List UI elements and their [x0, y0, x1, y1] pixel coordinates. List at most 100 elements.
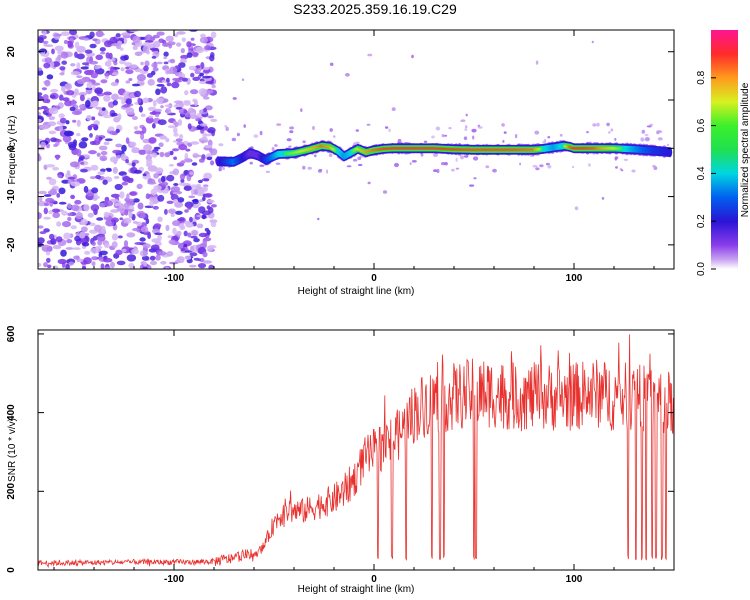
- noise-blob: [124, 209, 129, 216]
- snr-panel: -100 0 100 0 200 400 600 Height of straight li…: [6, 325, 675, 595]
- noise-blob: [157, 119, 167, 126]
- noise-blob: [345, 73, 350, 77]
- noise-blob: [204, 45, 211, 51]
- snr-plot-frame: [37, 329, 675, 571]
- noise-blob: [104, 60, 112, 67]
- noise-blob: [155, 88, 161, 96]
- noise-blob: [185, 148, 191, 152]
- noise-blob: [181, 37, 186, 42]
- spectrogram-x-tick-label: 0: [371, 273, 377, 284]
- snr-y-axis-label: SNR (10 * v/v): [7, 418, 18, 482]
- noise-blob: [184, 201, 194, 209]
- noise-scatter-layer: [38, 30, 672, 269]
- noise-blob: [138, 149, 147, 155]
- noise-blob: [134, 130, 143, 135]
- noise-blob: [571, 165, 575, 169]
- noise-blob: [91, 116, 96, 121]
- noise-blob: [61, 85, 66, 92]
- noise-blob: [173, 183, 179, 186]
- noise-blob: [206, 199, 215, 203]
- noise-blob: [173, 100, 184, 104]
- noise-blob: [72, 119, 77, 123]
- noise-blob: [121, 248, 127, 253]
- noise-blob: [81, 226, 88, 233]
- noise-blob: [477, 126, 483, 129]
- noise-blob: [130, 64, 138, 69]
- noise-blob: [72, 247, 81, 251]
- noise-blob: [86, 115, 92, 121]
- noise-blob: [77, 78, 86, 85]
- noise-blob: [180, 222, 185, 229]
- noise-blob: [574, 206, 579, 211]
- noise-blob: [153, 146, 161, 150]
- noise-blob: [218, 167, 222, 172]
- noise-blob: [166, 77, 170, 83]
- noise-blob: [136, 183, 143, 190]
- noise-blob: [189, 252, 198, 257]
- noise-blob: [172, 148, 179, 152]
- noise-blob: [121, 32, 131, 37]
- noise-blob: [121, 181, 129, 186]
- noise-blob: [610, 128, 614, 132]
- noise-blob: [97, 171, 105, 176]
- noise-blob: [148, 115, 154, 119]
- noise-blob: [178, 76, 184, 81]
- noise-blob: [157, 194, 165, 202]
- noise-blob: [70, 71, 81, 76]
- noise-blob: [158, 251, 167, 256]
- noise-blob: [318, 168, 323, 171]
- noise-blob: [172, 168, 180, 176]
- noise-blob: [120, 153, 127, 161]
- noise-blob: [111, 93, 119, 101]
- noise-blob: [225, 126, 229, 131]
- noise-blob: [190, 72, 195, 78]
- noise-blob: [649, 123, 654, 126]
- noise-blob: [391, 107, 396, 111]
- snr-x-axis-label: Height of straight line (km): [298, 584, 415, 595]
- noise-blob: [104, 72, 110, 77]
- spectrogram-y-tick-label: 20: [6, 46, 17, 58]
- noise-blob: [147, 106, 157, 112]
- noise-blob: [83, 204, 90, 212]
- noise-blob: [501, 123, 505, 127]
- noise-blob: [202, 184, 209, 188]
- noise-blob: [455, 167, 460, 170]
- noise-blob: [67, 216, 72, 222]
- noise-blob: [547, 136, 551, 139]
- noise-blob: [94, 224, 102, 232]
- noise-blob: [104, 138, 113, 142]
- noise-blob: [164, 266, 170, 269]
- snr-y-tick-label: 400: [6, 404, 17, 421]
- noise-blob: [204, 193, 213, 198]
- noise-blob: [147, 79, 155, 86]
- noise-blob: [53, 33, 62, 37]
- noise-blob: [192, 76, 201, 81]
- noise-blob: [43, 194, 52, 197]
- noise-blob: [121, 98, 126, 105]
- noise-blob: [274, 144, 278, 147]
- noise-blob: [121, 104, 131, 108]
- noise-blob: [198, 179, 203, 184]
- noise-blob: [165, 224, 170, 232]
- noise-blob: [473, 177, 477, 180]
- spectrogram-y-axis-label: Frequency (Hz): [7, 116, 18, 185]
- noise-blob: [58, 113, 65, 119]
- noise-blob: [473, 156, 479, 161]
- noise-blob: [67, 176, 76, 180]
- noise-blob: [545, 162, 550, 166]
- noise-blob: [51, 48, 55, 55]
- noise-blob: [464, 128, 468, 131]
- noise-blob: [210, 118, 218, 122]
- noise-blob: [183, 157, 192, 163]
- noise-blob: [168, 208, 176, 214]
- noise-blob: [224, 124, 228, 128]
- noise-blob: [326, 169, 329, 174]
- noise-blob: [48, 116, 56, 121]
- noise-blob: [152, 34, 160, 39]
- noise-blob: [300, 108, 303, 113]
- noise-blob: [110, 112, 118, 117]
- noise-blob: [302, 140, 306, 144]
- noise-blob: [102, 179, 108, 185]
- noise-blob: [167, 125, 177, 129]
- noise-blob: [98, 145, 108, 151]
